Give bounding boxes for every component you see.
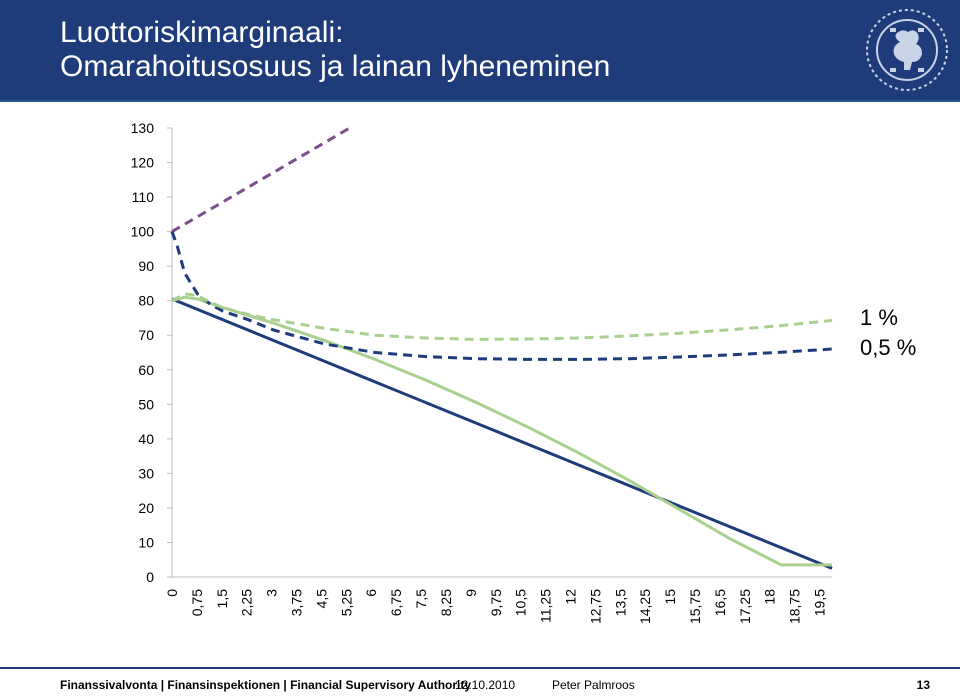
- x-tick-label: 18: [762, 589, 778, 605]
- series-line-3: [170, 231, 833, 361]
- x-tick-label: 11,25: [538, 589, 554, 623]
- x-axis: 0 0,75 1,5 2,25 3 3,75 4,5 5,25 6 6,75 7,5 8,25 9 9,7…: [164, 576, 832, 624]
- x-tick-label: 12,75: [587, 589, 603, 624]
- x-tick-label: 6,75: [388, 589, 404, 616]
- x-tick-label: 17,25: [737, 589, 753, 624]
- y-axis: 0 10 20 30 40 50 60 70 80 90 100 110 120 130: [131, 120, 173, 585]
- series-line-1: [171, 295, 832, 567]
- y-tick-label: 70: [138, 327, 154, 343]
- y-tick-label: 50: [138, 396, 154, 412]
- x-tick-label: 5,25: [338, 589, 354, 616]
- slide-title: Luottoriskimarginaali: Omarahoitusosuus …: [60, 16, 610, 84]
- series-line-4: [171, 292, 833, 341]
- y-tick-label: 130: [131, 120, 155, 136]
- legend-label-1pct: 1 %: [860, 305, 898, 330]
- header-divider: [0, 100, 960, 102]
- page-number: 13: [916, 678, 930, 692]
- x-tick-label: 18,75: [787, 589, 803, 624]
- title-line-1: Luottoriskimarginaali:: [60, 16, 344, 49]
- x-tick-label: 7,5: [413, 589, 429, 609]
- x-tick-label: 15: [662, 589, 678, 605]
- footer-date: 12.10.2010: [455, 678, 516, 692]
- y-tick-label: 120: [131, 155, 155, 171]
- x-tick-label: 15,75: [687, 589, 703, 624]
- x-tick-label: 0: [164, 589, 180, 597]
- series-line-0: [171, 297, 833, 570]
- x-tick-label: 6: [363, 589, 379, 597]
- title-line-2: Omarahoitusosuus ja lainan lyheneminen: [60, 50, 611, 83]
- x-tick-label: 2,25: [239, 589, 255, 616]
- y-tick-label: 40: [138, 431, 154, 447]
- x-tick-label: 8,25: [438, 589, 454, 616]
- x-tick-label: 16,5: [712, 589, 728, 616]
- x-tick-label: 9,75: [488, 589, 504, 616]
- x-tick-label: 4,5: [313, 589, 329, 609]
- y-tick-label: 110: [132, 189, 155, 205]
- y-tick-label: 10: [138, 534, 154, 550]
- x-tick-label: 14,25: [637, 589, 653, 624]
- x-tick-label: 3,75: [289, 589, 305, 616]
- y-tick-label: 20: [138, 500, 154, 516]
- y-tick-label: 80: [138, 293, 154, 309]
- series-group: [170, 126, 833, 570]
- line-chart: 0 10 20 30 40 50 60 70 80 90 100 110 120 130 0 0,75 1,5…: [131, 120, 833, 624]
- series-line-2: [171, 126, 351, 233]
- lion-crest-icon: [866, 9, 948, 91]
- footer-author: Peter Palmroos: [552, 678, 635, 692]
- x-tick-label: 19,5: [812, 589, 828, 616]
- y-tick-label: 0: [146, 569, 154, 585]
- footer-divider: [0, 667, 960, 669]
- x-tick-label: 1,5: [214, 589, 230, 609]
- x-tick-label: 9: [463, 589, 479, 597]
- y-tick-label: 60: [138, 362, 154, 378]
- x-tick-label: 12: [562, 589, 578, 605]
- x-tick-label: 3: [264, 589, 280, 597]
- y-tick-label: 90: [138, 258, 154, 274]
- x-tick-label: 0,75: [189, 589, 205, 616]
- legend-label-05pct: 0,5 %: [860, 335, 917, 360]
- x-tick-label: 10,5: [513, 589, 529, 616]
- y-tick-label: 30: [138, 465, 154, 481]
- footer-organization: Finanssivalvonta | Finansinspektionen | …: [60, 678, 472, 692]
- y-tick-label: 100: [131, 224, 155, 240]
- x-tick-label: 13,5: [612, 589, 628, 616]
- slide-header: [0, 0, 960, 100]
